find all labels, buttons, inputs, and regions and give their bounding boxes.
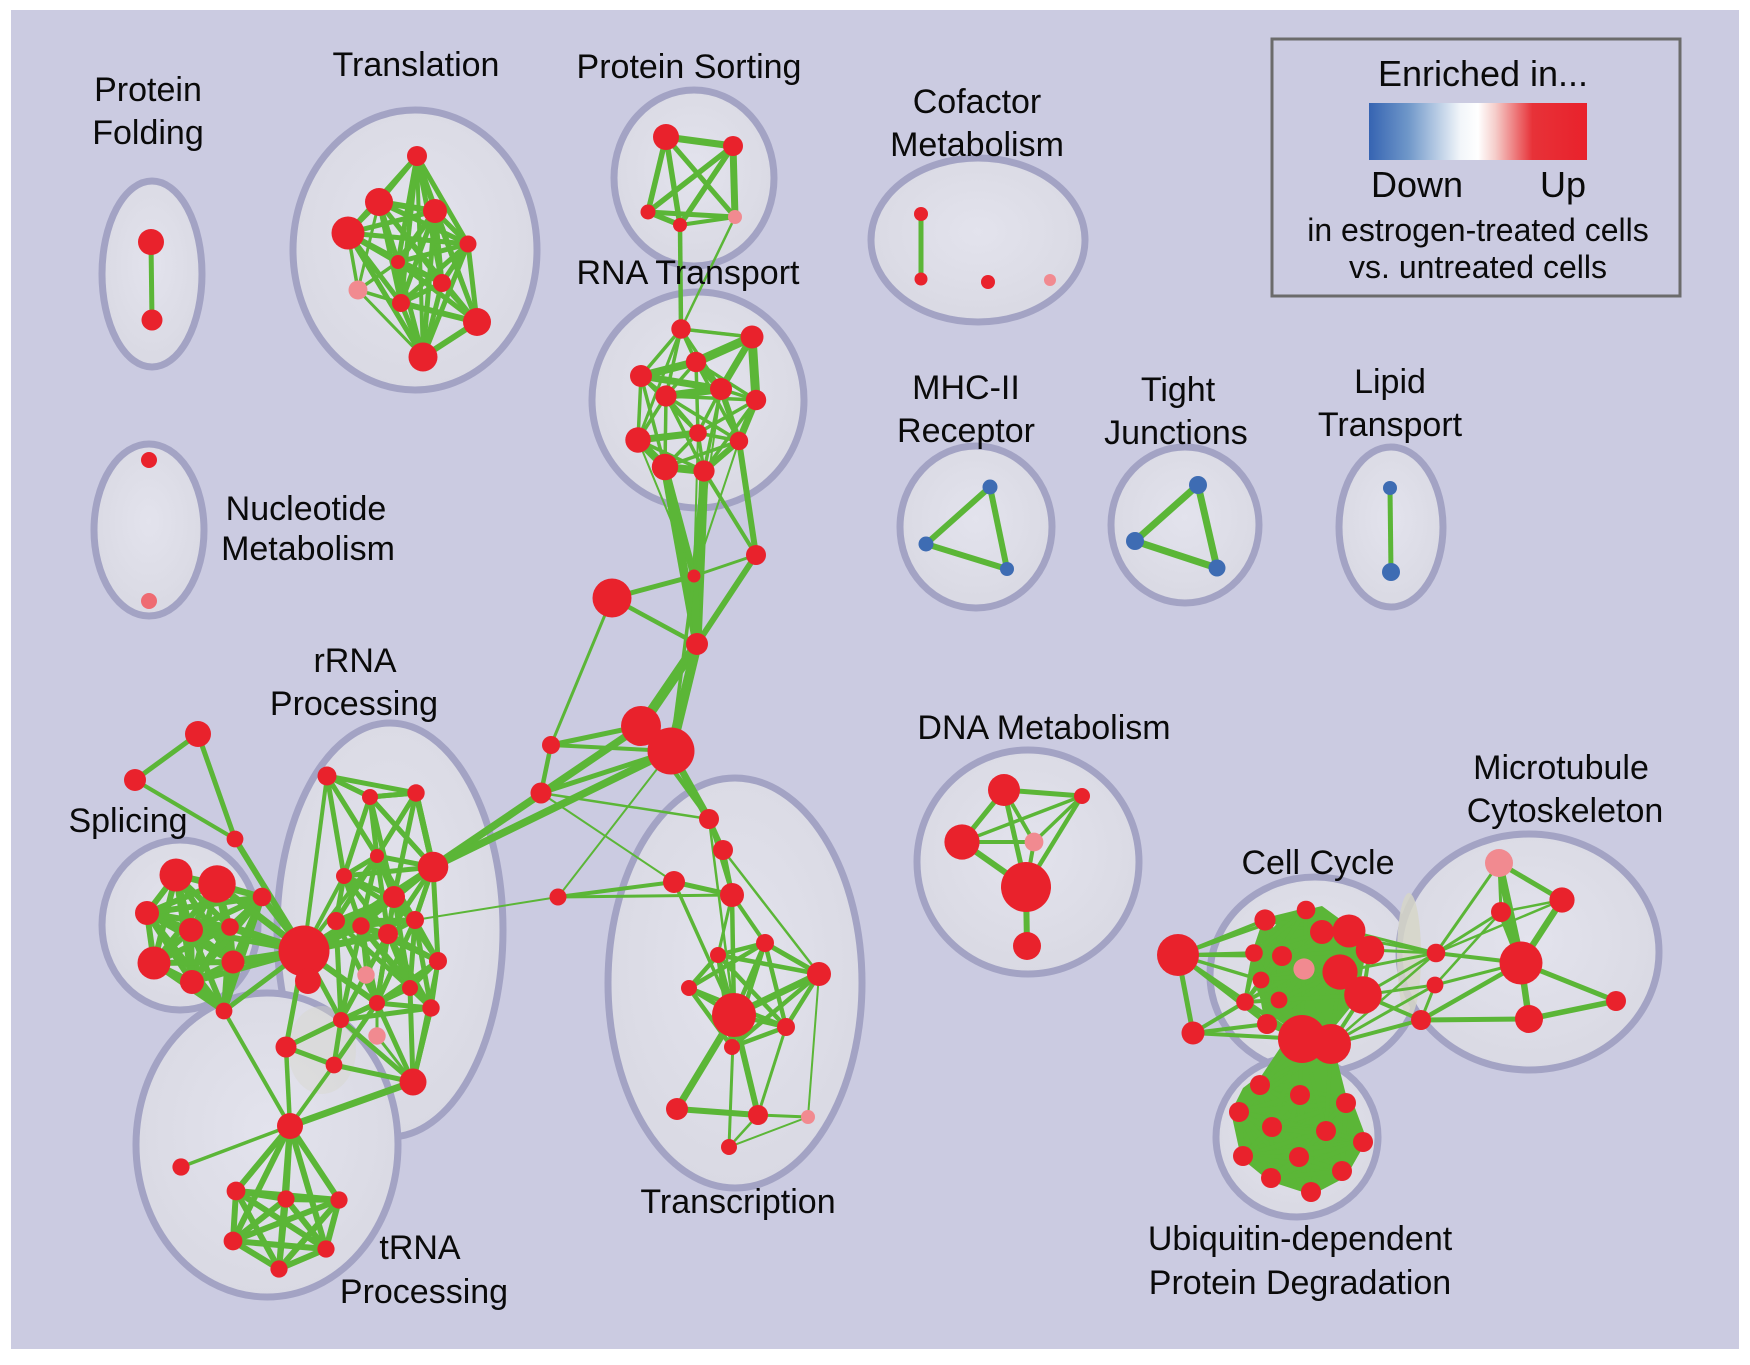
svg-text:in estrogen-treated cells: in estrogen-treated cells [1307, 212, 1649, 248]
svg-text:Receptor: Receptor [897, 412, 1035, 450]
svg-text:Translation: Translation [333, 46, 500, 84]
svg-text:Transport: Transport [1318, 406, 1463, 444]
svg-text:Cofactor: Cofactor [913, 83, 1042, 121]
svg-text:Transcription: Transcription [640, 1183, 835, 1221]
svg-text:tRNA: tRNA [379, 1229, 461, 1267]
svg-text:Protein: Protein [94, 71, 202, 109]
svg-text:Enriched in...: Enriched in... [1378, 53, 1588, 94]
svg-text:vs. untreated cells: vs. untreated cells [1349, 249, 1607, 285]
svg-text:Down: Down [1371, 164, 1463, 205]
svg-text:RNA Transport: RNA Transport [577, 254, 801, 292]
svg-text:Cytoskeleton: Cytoskeleton [1467, 792, 1664, 830]
svg-text:MHC-II: MHC-II [912, 369, 1020, 407]
svg-text:Folding: Folding [92, 114, 204, 152]
svg-text:Up: Up [1540, 164, 1586, 205]
svg-text:Lipid: Lipid [1354, 363, 1426, 401]
svg-text:Tight: Tight [1141, 371, 1216, 409]
svg-text:Splicing: Splicing [68, 802, 187, 840]
svg-text:Metabolism: Metabolism [890, 126, 1064, 164]
svg-text:Ubiquitin-dependent: Ubiquitin-dependent [1148, 1220, 1453, 1258]
svg-text:Protein Degradation: Protein Degradation [1149, 1264, 1451, 1302]
svg-text:DNA Metabolism: DNA Metabolism [917, 709, 1170, 747]
svg-text:Processing: Processing [340, 1273, 508, 1311]
svg-text:Processing: Processing [270, 685, 438, 723]
svg-text:Protein Sorting: Protein Sorting [577, 48, 802, 86]
svg-text:Metabolism: Metabolism [221, 530, 395, 568]
svg-text:Nucleotide: Nucleotide [226, 490, 387, 528]
svg-text:Junctions: Junctions [1104, 414, 1248, 452]
svg-text:rRNA: rRNA [313, 642, 396, 680]
svg-text:Cell Cycle: Cell Cycle [1241, 844, 1394, 882]
svg-text:Microtubule: Microtubule [1473, 749, 1649, 787]
